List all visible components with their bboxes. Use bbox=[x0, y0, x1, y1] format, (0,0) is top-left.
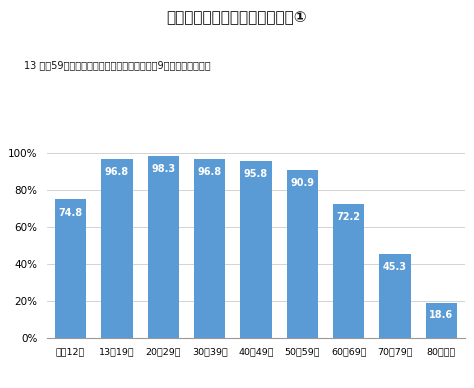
Bar bbox=[287, 170, 318, 338]
Bar bbox=[194, 159, 225, 338]
Text: 96.8: 96.8 bbox=[105, 167, 129, 177]
Bar bbox=[426, 303, 457, 338]
Text: 90.9: 90.9 bbox=[290, 178, 314, 188]
Bar bbox=[147, 156, 179, 338]
Text: 96.8: 96.8 bbox=[198, 167, 222, 177]
Bar bbox=[333, 204, 365, 338]
Bar bbox=[55, 199, 86, 338]
Text: 45.3: 45.3 bbox=[383, 262, 407, 272]
Text: 95.8: 95.8 bbox=[244, 169, 268, 179]
Bar bbox=[101, 159, 133, 338]
Text: 年齢階層別インターネット利用状況（個人）: 年齢階層別インターネット利用状況（個人） bbox=[186, 37, 326, 50]
Text: 18.6: 18.6 bbox=[429, 310, 454, 320]
Bar bbox=[379, 254, 411, 338]
Bar bbox=[240, 161, 272, 338]
Text: 98.3: 98.3 bbox=[151, 164, 175, 174]
Text: 72.2: 72.2 bbox=[337, 213, 361, 222]
Text: １　インターネットの利用動向①: １ インターネットの利用動向① bbox=[167, 10, 307, 25]
Text: 74.8: 74.8 bbox=[58, 208, 82, 218]
Text: 13 歳～59歳の年齢層でインターネット利用が9割を超えている。: 13 歳～59歳の年齢層でインターネット利用が9割を超えている。 bbox=[24, 60, 210, 70]
